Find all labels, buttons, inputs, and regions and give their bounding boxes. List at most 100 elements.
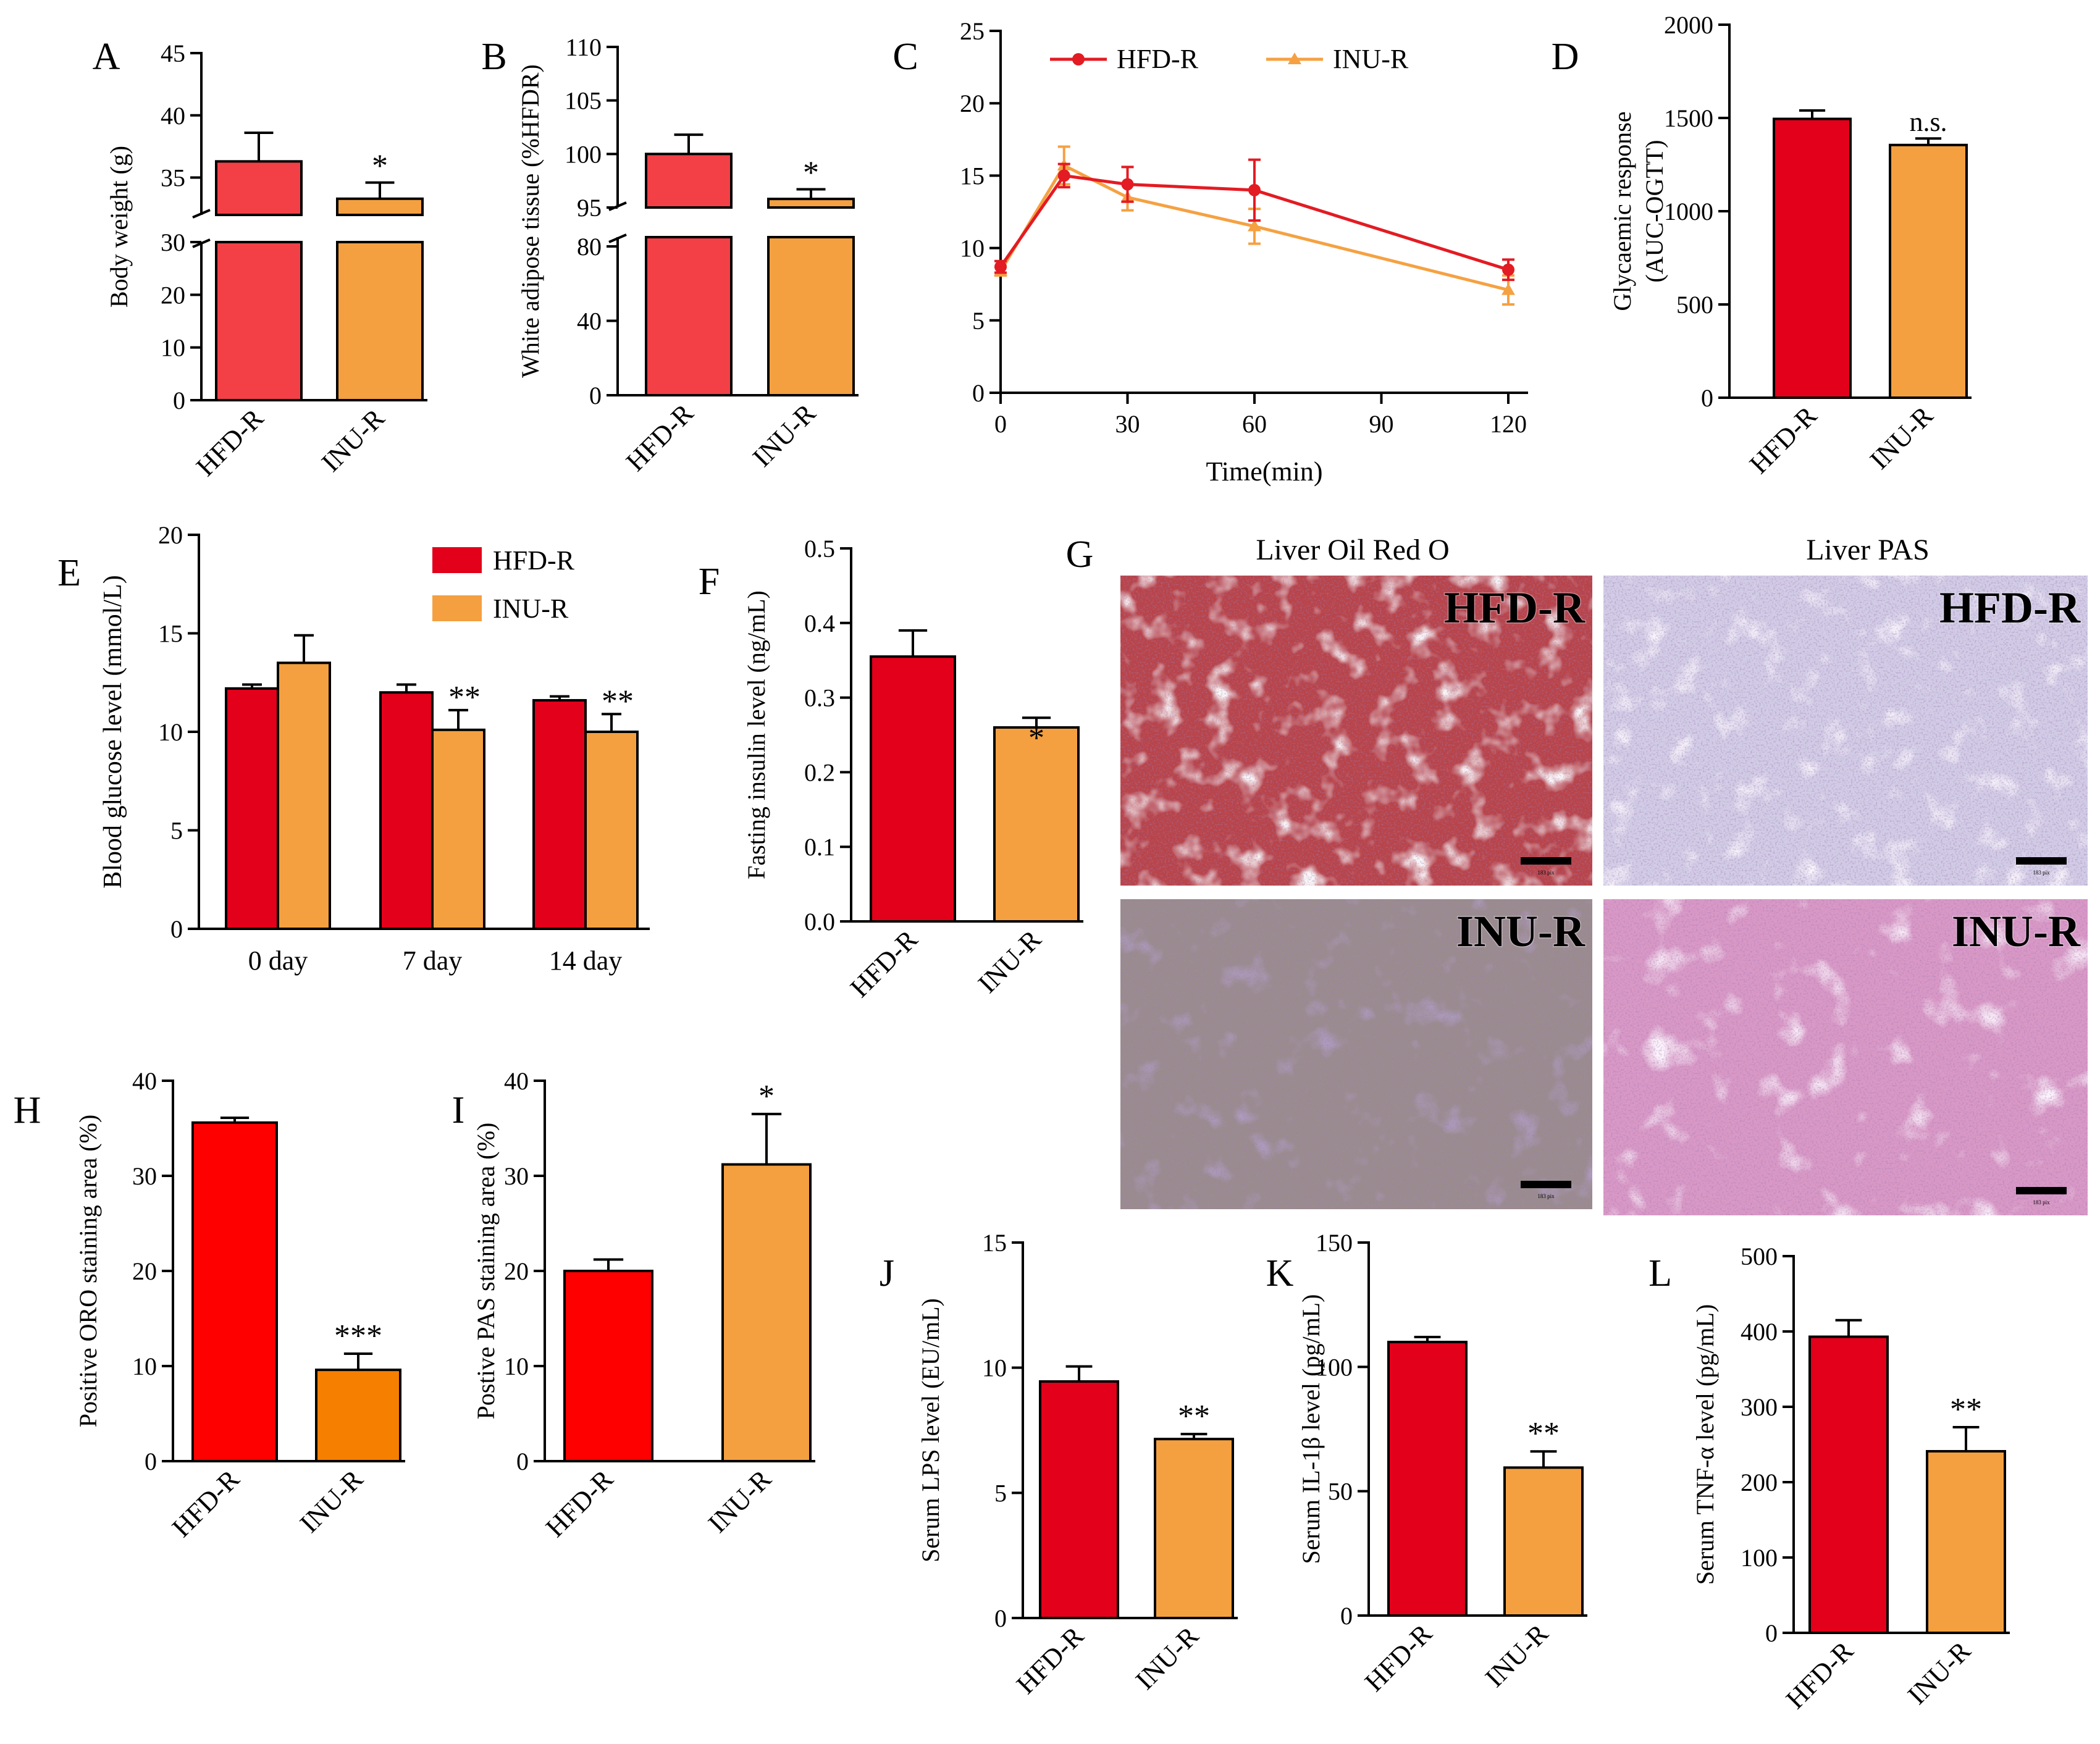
x-tick-label-D: INU-R	[1864, 400, 1939, 476]
scale-bar-label: 183 pix	[1537, 1193, 1555, 1199]
y-tick-label-J: 15	[982, 1229, 1007, 1257]
y-tick-label-E: 20	[158, 521, 183, 549]
y-tick-label-L: 500	[1741, 1243, 1778, 1270]
y-tick-label-F: 0.4	[804, 610, 835, 637]
x-tick-label-F: HFD-R	[844, 924, 923, 1003]
y-axis-label-A: Body weight (g)	[105, 146, 133, 308]
scale-bar-label: 183 pix	[1537, 870, 1555, 876]
significance-I: *	[758, 1079, 775, 1114]
y-axis-label-D: Glycaemic response	[1608, 111, 1636, 311]
significance-H: ***	[334, 1318, 382, 1354]
x-tick-label-A: INU-R	[316, 403, 391, 478]
y-tick-label-J: 10	[982, 1354, 1007, 1382]
x-tick-label-L: INU-R	[1902, 1635, 1977, 1711]
y-tick-label-C: 0	[972, 379, 985, 407]
y-tick-label-C: 25	[960, 17, 985, 45]
y-tick-label-J: 5	[994, 1479, 1007, 1507]
y-tick-label-I: 10	[504, 1352, 529, 1380]
panel-letter-e: E	[57, 552, 81, 594]
bar-upper-A-1	[215, 160, 303, 217]
significance-E: **	[448, 680, 481, 715]
significance-E: **	[602, 684, 634, 719]
panel-letter-a: A	[93, 36, 120, 78]
panel-letter-f: F	[699, 561, 720, 603]
y-tick-label-A: 10	[161, 334, 185, 362]
y-tick-label-F: 0.2	[804, 758, 835, 786]
panel-letter-g: G	[1066, 534, 1094, 576]
axis-break-gap-A	[334, 216, 426, 241]
bar-I-2	[721, 1163, 812, 1463]
y-tick-label-C: 5	[972, 307, 985, 335]
axis-break-gap-A	[212, 216, 305, 241]
y-tick-label-K: 150	[1316, 1229, 1353, 1257]
micrograph-oro-inu: 183 pix INU-R	[1120, 899, 1592, 1209]
y-tick-label-D: 1500	[1664, 104, 1713, 132]
y-tick-label-D: 500	[1676, 291, 1713, 319]
bar-lower-B-2	[767, 236, 855, 396]
y-tick-label-A: 20	[161, 281, 185, 309]
bar-E-hfd-r	[532, 698, 587, 930]
bar-upper-B-2	[767, 198, 855, 209]
x-tick-label-D: HFD-R	[1744, 400, 1823, 479]
x-tick-label-C: 120	[1490, 410, 1527, 438]
legend-label-inu-r: INU-R	[493, 593, 569, 624]
axis-break-mark-A	[192, 238, 211, 248]
y-tick-label-H: 20	[132, 1257, 157, 1285]
x-tick-label-A: HFD-R	[190, 403, 269, 482]
x-tick-label-E: 14 day	[549, 945, 623, 976]
scale-bar-label: 183 pix	[2033, 870, 2050, 876]
bar-upper-B-1	[645, 153, 733, 209]
y-tick-label-B: 40	[577, 308, 602, 335]
bar-D-2	[1889, 143, 1968, 399]
y-axis-label-J: Serum LPS level (EU/mL)	[917, 1298, 944, 1562]
axis-break-mark-A	[192, 209, 211, 219]
bar-lower-B-1	[645, 236, 733, 396]
data-point-inu-r	[1248, 219, 1261, 232]
bar-D-1	[1773, 117, 1852, 399]
y-tick-label-A: 0	[173, 387, 185, 414]
bar-L-2	[1926, 1449, 2006, 1634]
micrograph-grain	[1603, 899, 2088, 1215]
y-tick-label-L: 100	[1741, 1544, 1778, 1572]
micrograph-grain	[1120, 899, 1592, 1209]
y-axis-label-H: Positive ORO staining area (%)	[74, 1115, 102, 1428]
micrograph-pas-inu: 183 pix INU-R	[1603, 899, 2088, 1215]
y-tick-label-K: 0	[1340, 1602, 1353, 1630]
legend-label-inu-r: INU-R	[1333, 44, 1409, 74]
axis-break-gap-B	[765, 209, 857, 236]
significance-K: **	[1527, 1416, 1560, 1451]
bar-F-1	[870, 655, 956, 923]
x-tick-label-I: HFD-R	[540, 1464, 619, 1543]
y-tick-label-I: 20	[504, 1257, 529, 1285]
bar-lower-A-1	[215, 241, 303, 401]
y-axis-label-K: Serum IL-1β level (pg/mL)	[1297, 1294, 1325, 1564]
bar-J-1	[1039, 1380, 1119, 1619]
y-axis-label-L: Serum TNF-α level (pg/mL)	[1691, 1304, 1719, 1585]
bar-I-1	[563, 1270, 653, 1462]
x-tick-label-C: 60	[1242, 410, 1267, 438]
bar-E-hfd-r	[225, 687, 279, 930]
significance-B: *	[803, 156, 819, 191]
data-point-hfd-r	[1502, 263, 1514, 276]
column-title-oil-red-o: Liver Oil Red O	[1256, 534, 1449, 566]
x-tick-label-H: HFD-R	[166, 1464, 245, 1543]
bar-K-2	[1503, 1466, 1584, 1617]
bar-F-2	[993, 726, 1080, 923]
y-tick-label-H: 30	[132, 1162, 157, 1190]
panel-letter-j: J	[880, 1252, 894, 1294]
y-tick-label-F: 0.3	[804, 684, 835, 712]
y-axis-label-D-line2: (AUC-OGTT)	[1640, 140, 1668, 282]
micrograph-pas-hfd: 183 pix HFD-R	[1603, 576, 2088, 886]
x-tick-label-K: HFD-R	[1359, 1618, 1438, 1697]
y-tick-label-E: 0	[170, 915, 183, 943]
legend-marker-hfd-r	[1072, 53, 1085, 65]
legend-label-hfd-r: HFD-R	[1117, 44, 1199, 74]
bar-lower-A-2	[336, 241, 424, 401]
y-tick-label-A: 30	[161, 228, 185, 256]
y-tick-label-I: 30	[504, 1162, 529, 1190]
x-tick-label-J: INU-R	[1130, 1620, 1205, 1696]
micrograph-label-hfd-r: HFD-R	[1939, 583, 2081, 632]
y-tick-label-J: 0	[994, 1604, 1007, 1632]
